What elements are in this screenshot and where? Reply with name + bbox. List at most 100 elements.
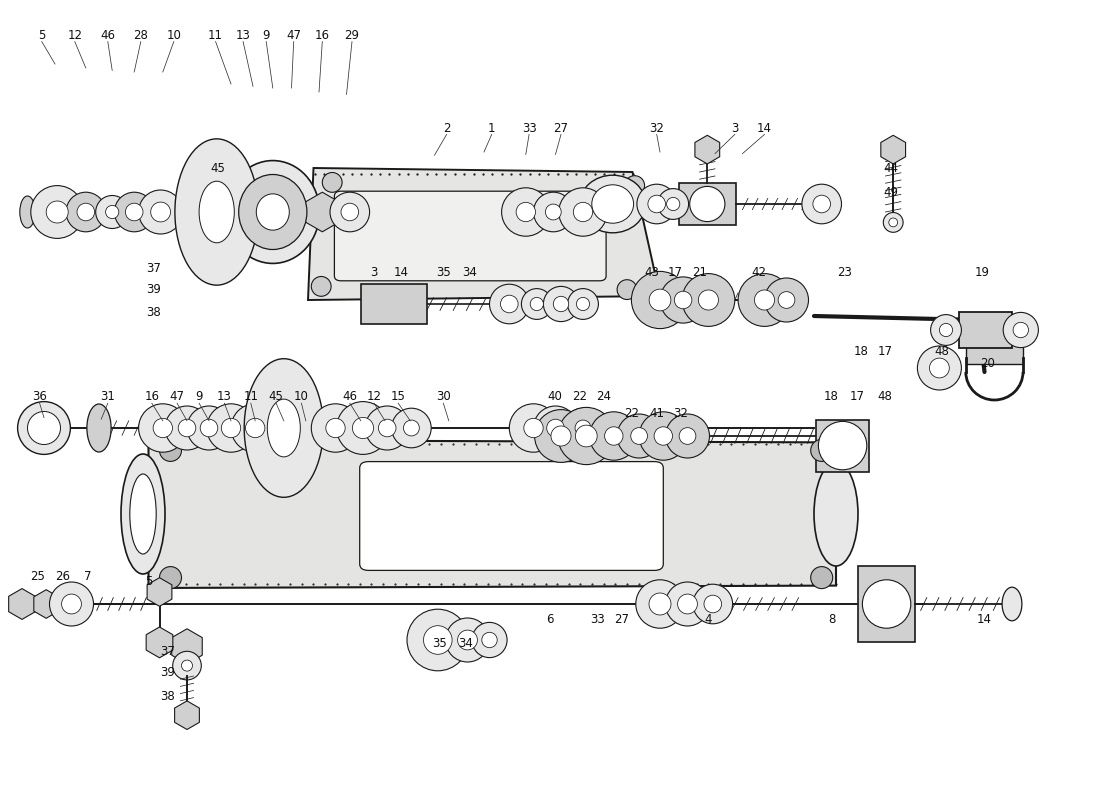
Text: eurospares: eurospares — [156, 210, 328, 238]
Ellipse shape — [337, 402, 389, 454]
Polygon shape — [172, 629, 202, 664]
Ellipse shape — [811, 439, 833, 462]
Ellipse shape — [245, 418, 265, 438]
Text: 14: 14 — [757, 122, 772, 134]
Text: 35: 35 — [432, 637, 448, 650]
Text: 1: 1 — [488, 122, 495, 134]
Ellipse shape — [404, 420, 419, 436]
Text: 17: 17 — [878, 346, 893, 358]
Text: 38: 38 — [160, 690, 175, 702]
Text: 13: 13 — [235, 29, 251, 42]
Ellipse shape — [811, 566, 833, 589]
Text: 29: 29 — [344, 29, 360, 42]
Ellipse shape — [31, 186, 84, 238]
Ellipse shape — [407, 610, 469, 670]
Ellipse shape — [1013, 322, 1028, 338]
Text: 16: 16 — [144, 390, 159, 403]
Text: 37: 37 — [160, 645, 175, 658]
Ellipse shape — [521, 289, 552, 319]
Ellipse shape — [917, 346, 961, 390]
Text: 3: 3 — [371, 266, 377, 278]
Ellipse shape — [704, 595, 722, 613]
Ellipse shape — [20, 196, 35, 228]
Ellipse shape — [530, 298, 543, 310]
Ellipse shape — [590, 412, 638, 460]
Text: 4: 4 — [705, 613, 712, 626]
Ellipse shape — [649, 289, 671, 311]
Ellipse shape — [637, 184, 676, 224]
Ellipse shape — [617, 280, 637, 299]
Ellipse shape — [654, 427, 672, 445]
Ellipse shape — [424, 626, 452, 654]
Ellipse shape — [738, 274, 791, 326]
Ellipse shape — [575, 425, 597, 447]
Polygon shape — [9, 589, 35, 619]
Ellipse shape — [666, 582, 710, 626]
Text: 33: 33 — [590, 613, 605, 626]
Ellipse shape — [666, 414, 710, 458]
Text: 30: 30 — [436, 390, 451, 403]
Ellipse shape — [1002, 587, 1022, 621]
Ellipse shape — [187, 406, 231, 450]
Ellipse shape — [690, 186, 725, 222]
Text: 47: 47 — [169, 390, 185, 403]
Ellipse shape — [755, 290, 774, 310]
Ellipse shape — [46, 201, 68, 223]
Ellipse shape — [239, 174, 307, 250]
Text: 18: 18 — [854, 346, 869, 358]
Text: 6: 6 — [547, 613, 553, 626]
Ellipse shape — [160, 439, 182, 462]
Ellipse shape — [165, 406, 209, 450]
Ellipse shape — [678, 594, 697, 614]
Text: 16: 16 — [315, 29, 330, 42]
Ellipse shape — [153, 418, 173, 438]
Ellipse shape — [96, 195, 129, 229]
Ellipse shape — [502, 188, 550, 236]
Text: 14: 14 — [977, 613, 992, 626]
Text: 40: 40 — [547, 390, 562, 403]
Ellipse shape — [813, 195, 830, 213]
Text: 8: 8 — [828, 613, 835, 626]
Ellipse shape — [814, 462, 858, 566]
Ellipse shape — [667, 198, 680, 210]
Text: 2: 2 — [443, 122, 450, 134]
Polygon shape — [146, 627, 173, 658]
Ellipse shape — [509, 404, 558, 452]
Ellipse shape — [256, 194, 289, 230]
Text: 43: 43 — [645, 266, 660, 278]
Text: 14: 14 — [394, 266, 409, 278]
Ellipse shape — [535, 410, 587, 462]
Text: 10: 10 — [294, 390, 309, 403]
Text: 24: 24 — [596, 390, 612, 403]
FancyBboxPatch shape — [679, 183, 736, 225]
Text: 38: 38 — [146, 306, 162, 318]
Text: 18: 18 — [824, 390, 839, 403]
Ellipse shape — [674, 291, 692, 309]
Ellipse shape — [558, 407, 615, 465]
Text: 45: 45 — [210, 162, 225, 174]
Text: 19: 19 — [975, 266, 990, 278]
Ellipse shape — [175, 139, 258, 285]
Ellipse shape — [446, 618, 490, 662]
Text: 32: 32 — [649, 122, 664, 134]
Text: 17: 17 — [668, 266, 683, 278]
FancyBboxPatch shape — [858, 566, 915, 642]
Ellipse shape — [182, 660, 192, 671]
Ellipse shape — [490, 284, 529, 324]
Ellipse shape — [802, 184, 842, 224]
Text: 9: 9 — [263, 29, 270, 42]
Ellipse shape — [221, 418, 241, 438]
Ellipse shape — [617, 414, 661, 458]
Polygon shape — [175, 701, 199, 730]
Text: 48: 48 — [934, 346, 949, 358]
Polygon shape — [308, 168, 660, 300]
Text: 5: 5 — [145, 575, 152, 588]
Ellipse shape — [660, 277, 706, 323]
Ellipse shape — [625, 176, 645, 195]
Ellipse shape — [563, 408, 603, 448]
Ellipse shape — [365, 406, 409, 450]
Ellipse shape — [322, 173, 342, 192]
Polygon shape — [147, 578, 172, 606]
Ellipse shape — [576, 298, 590, 310]
Ellipse shape — [151, 202, 170, 222]
